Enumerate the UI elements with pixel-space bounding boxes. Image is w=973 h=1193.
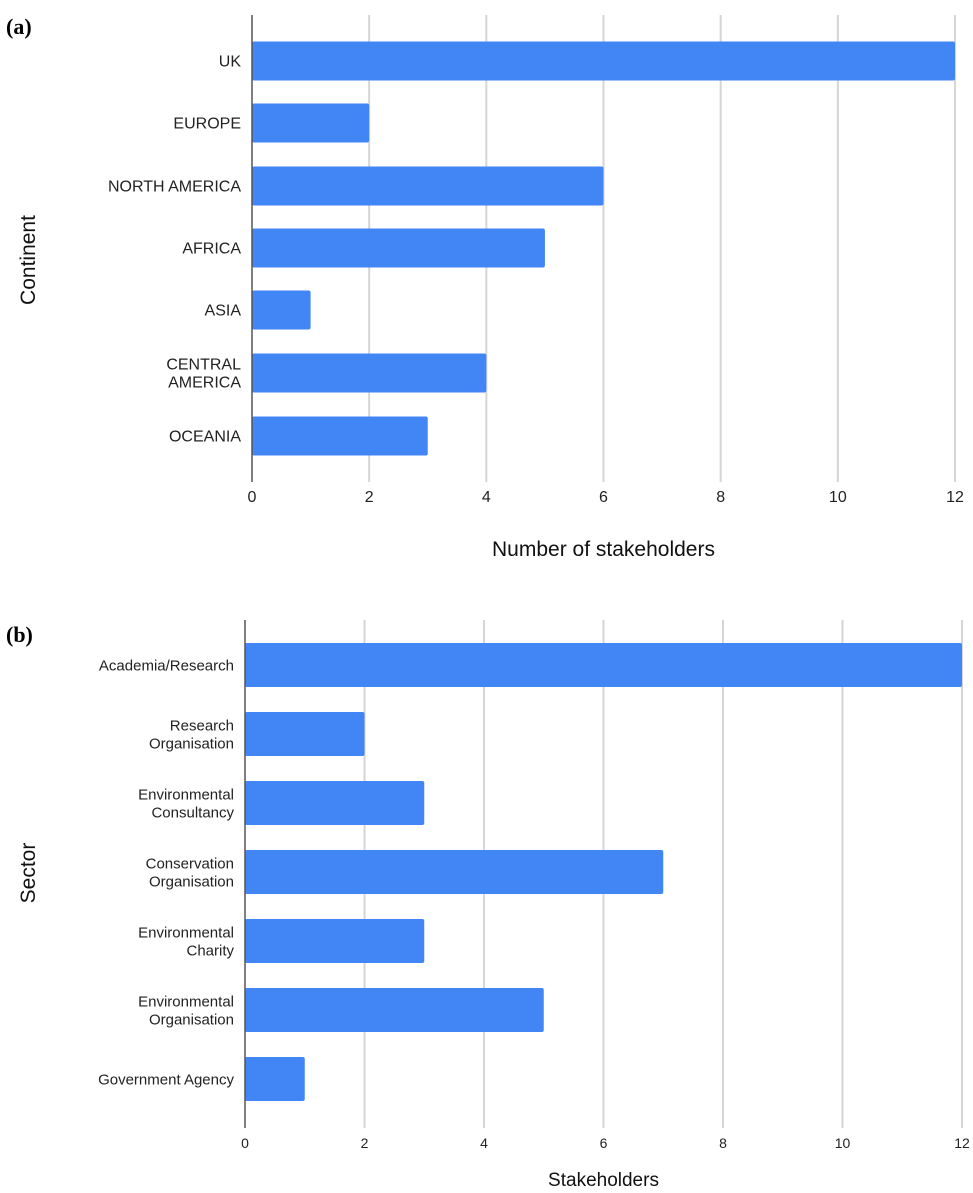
chart1-y-axis-title: Sector	[17, 843, 40, 904]
chart1-panel-label: (b)	[6, 622, 33, 647]
chart0-bar-2	[252, 166, 604, 206]
chart0-y-axis-title: Continent	[17, 215, 40, 305]
chart0-panel-label: (a)	[6, 14, 32, 39]
chart0-tick-label-0: 0	[248, 489, 257, 506]
chart0-category-label-2: NORTH AMERICA	[108, 179, 241, 196]
chart1-bar-3	[245, 850, 664, 894]
chart1-category-label-5: Environmental Organisation	[138, 993, 234, 1028]
chart1-category-label-4: Environmental Charity	[138, 924, 234, 959]
chart1-tick-label-2: 4	[480, 1135, 488, 1151]
chart1-tick-label-3: 6	[600, 1135, 608, 1151]
chart1-bar-2	[245, 781, 425, 825]
chart1-category-label-1: Research Organisation	[149, 717, 234, 752]
chart0-category-label-1: EUROPE	[173, 116, 241, 133]
chart1-bar-5	[245, 988, 544, 1032]
chart0-tick-label-3: 6	[599, 489, 608, 506]
chart1-category-label-3: Conservation Organisation	[146, 855, 234, 890]
chart0-tick-label-6: 12	[946, 489, 964, 506]
chart0-tick-label-5: 10	[829, 489, 847, 506]
chart1-bar-6	[245, 1057, 305, 1101]
chart0-bar-4	[252, 290, 311, 330]
chart1-category-label-0: Academia/Research	[99, 657, 234, 674]
chart0-bar-3	[252, 228, 545, 268]
chart1-category-label-6: Government Agency	[98, 1071, 234, 1088]
chart0-category-label-4: ASIA	[205, 303, 242, 320]
chart1-tick-label-1: 2	[361, 1135, 369, 1151]
chart1-tick-label-4: 8	[719, 1135, 727, 1151]
chart0-category-label-6: OCEANIA	[169, 429, 241, 446]
chart1-tick-label-6: 12	[954, 1135, 970, 1151]
chart1-tick-label-0: 0	[241, 1135, 249, 1151]
chart0-bar-1	[252, 103, 370, 143]
chart1-x-axis-title: Stakeholders	[548, 1170, 659, 1191]
chart0-tick-label-4: 8	[716, 489, 725, 506]
chart0-x-axis-title: Number of stakeholders	[492, 538, 715, 561]
chart1-bar-0	[245, 643, 962, 687]
chart0-category-label-3: AFRICA	[182, 241, 241, 258]
chart0-category-label-5: CENTRAL AMERICA	[166, 357, 241, 392]
chart0-tick-label-1: 2	[365, 489, 374, 506]
chart0-bar-6	[252, 416, 428, 456]
chart1-bar-4	[245, 919, 425, 963]
chart1-category-label-2: Environmental Consultancy	[138, 786, 234, 821]
chart1-tick-label-5: 10	[835, 1135, 851, 1151]
chart0-bar-5	[252, 353, 487, 393]
chart0-bar-0	[252, 41, 955, 81]
chart0-tick-label-2: 4	[482, 489, 491, 506]
chart0-category-label-0: UK	[219, 54, 242, 71]
chart1-bar-1	[245, 712, 365, 756]
